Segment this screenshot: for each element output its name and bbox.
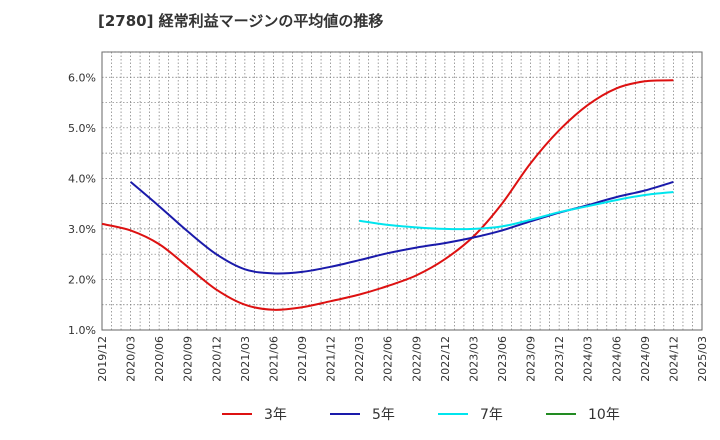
legend-label-3年: 3年 <box>264 407 287 423</box>
x-tick-label: 2020/03 <box>125 336 138 382</box>
plot-frame <box>101 51 703 331</box>
y-tick-label: 6.0% <box>68 71 96 84</box>
x-axis-ticks: 2019/12 2020/03 2020/06 2020/09 2020/12 2021/… <box>96 336 709 382</box>
x-tick-label: 2022/03 <box>353 336 366 382</box>
x-tick-label: 2020/06 <box>153 336 166 382</box>
grid-layer <box>101 51 703 331</box>
x-tick-label: 2021/06 <box>267 336 280 382</box>
series-lines <box>101 79 674 311</box>
x-tick-label: 2024/12 <box>667 336 680 382</box>
x-tick-label: 2021/03 <box>239 336 252 382</box>
legend: 3年 5年 7年 10年 <box>222 407 620 423</box>
series-line-3年 <box>101 79 674 311</box>
x-tick-label: 2024/03 <box>582 336 595 382</box>
x-tick-label: 2022/06 <box>382 336 395 382</box>
x-tick-label: 2019/12 <box>96 336 109 382</box>
x-tick-label: 2025/03 <box>696 336 709 382</box>
y-tick-label: 4.0% <box>68 172 96 185</box>
y-tick-label: 2.0% <box>68 273 96 286</box>
legend-label-5年: 5年 <box>372 407 395 423</box>
x-tick-label: 2023/09 <box>525 336 538 382</box>
y-tick-label: 5.0% <box>68 122 96 135</box>
y-tick-label: 1.0% <box>68 324 96 337</box>
x-tick-label: 2023/06 <box>496 336 509 382</box>
x-tick-label: 2023/12 <box>553 336 566 382</box>
x-tick-label: 2024/09 <box>639 336 652 382</box>
x-tick-label: 2022/12 <box>439 336 452 382</box>
x-tick-label: 2021/12 <box>325 336 338 382</box>
x-tick-label: 2022/09 <box>410 336 423 382</box>
chart-title: [2780] 経常利益マージンの平均値の推移 <box>98 12 384 30</box>
series-line-7年 <box>358 191 674 231</box>
legend-label-10年: 10年 <box>588 407 620 423</box>
x-tick-label: 2020/12 <box>210 336 223 382</box>
x-tick-label: 2021/09 <box>296 336 309 382</box>
y-tick-label: 3.0% <box>68 223 96 236</box>
x-tick-label: 2024/06 <box>610 336 623 382</box>
y-axis-ticks: 1.0% 2.0% 3.0% 4.0% 5.0% 6.0% <box>68 71 96 337</box>
x-tick-label: 2020/09 <box>182 336 195 382</box>
x-tick-label: 2023/03 <box>467 336 480 382</box>
legend-label-7年: 7年 <box>480 407 503 423</box>
